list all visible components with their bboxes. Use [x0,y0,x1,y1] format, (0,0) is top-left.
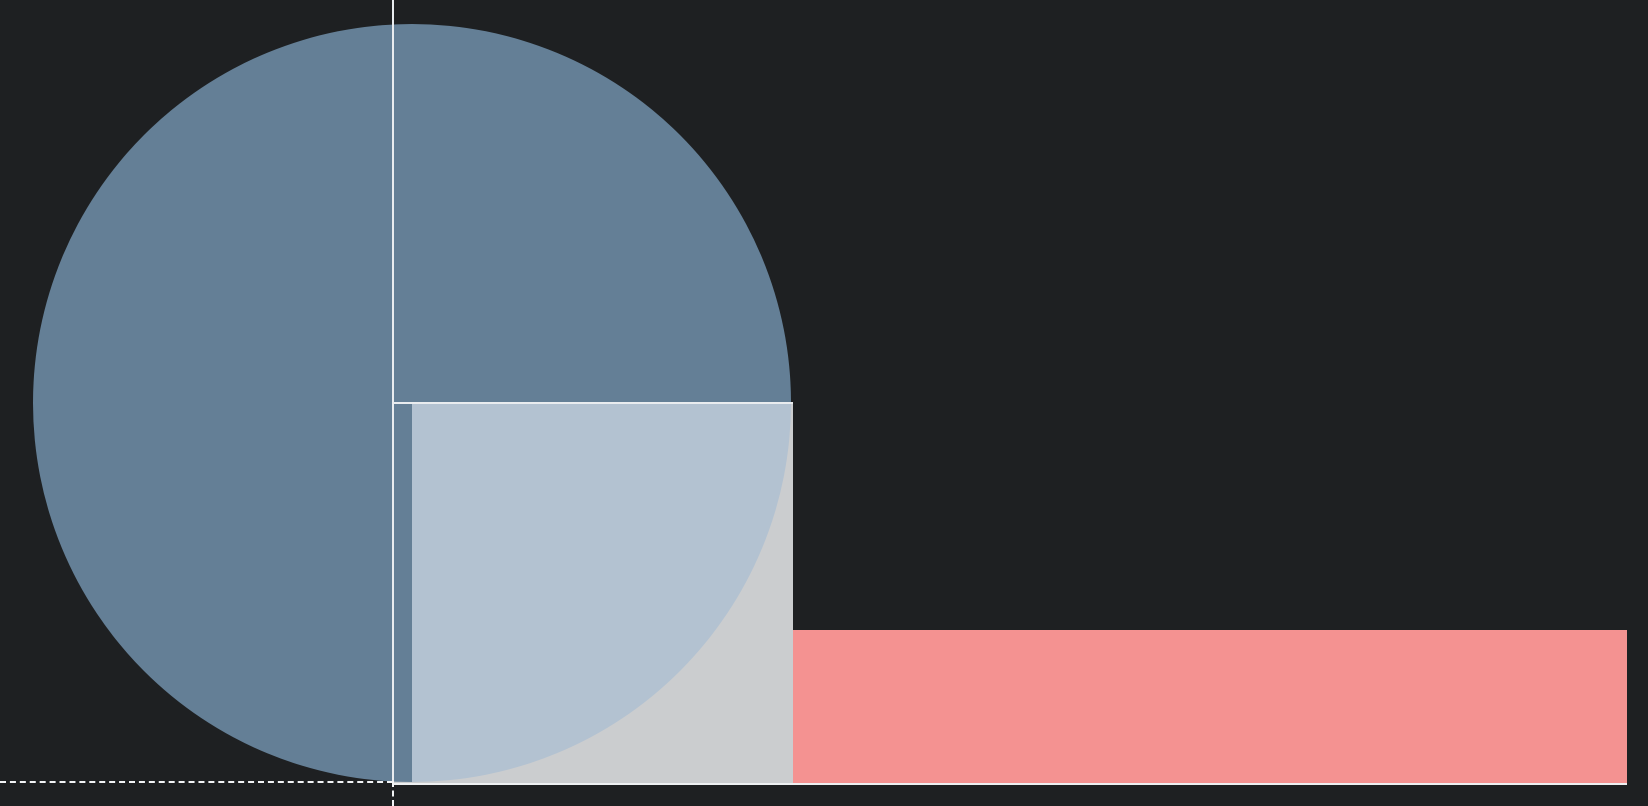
pie-chart [33,24,791,782]
vertical-divider-line [392,0,394,784]
bottom-rule-line [393,783,1627,785]
dashed-baseline-guide [0,781,393,783]
salmon-bar[interactable] [793,630,1627,783]
dashed-vertical-tick [392,781,394,806]
horizontal-divider-line [393,402,793,404]
